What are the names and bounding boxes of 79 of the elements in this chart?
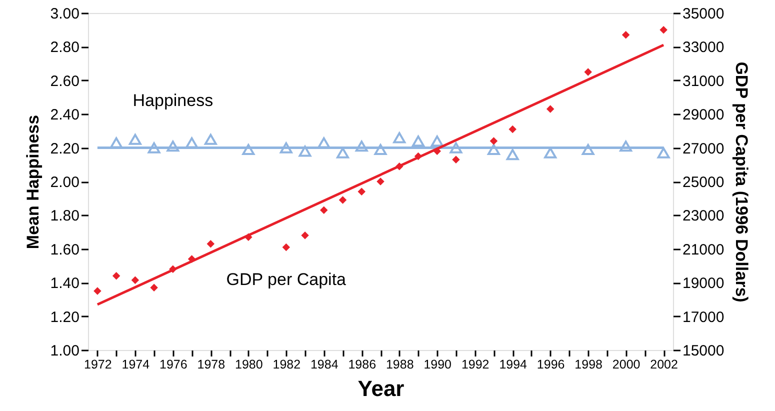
x-tick-label: 1974 <box>122 358 150 372</box>
point <box>508 125 516 134</box>
point <box>506 149 519 160</box>
point <box>452 156 460 164</box>
y2-tick-label: 15000 <box>682 342 724 360</box>
point <box>166 140 180 152</box>
x-tick-label: 1984 <box>310 358 338 372</box>
y-tick-label: 1.60 <box>50 241 80 258</box>
point <box>128 134 142 145</box>
x-tick-label: 1986 <box>348 358 376 372</box>
x-tick-label: 1982 <box>272 358 301 372</box>
x-tick-label: 1980 <box>234 358 263 372</box>
y-tick-label: 2.20 <box>50 140 80 158</box>
y-tick-label: 2.60 <box>50 72 80 90</box>
point <box>487 144 500 156</box>
point <box>582 144 594 156</box>
point <box>376 178 384 186</box>
y-tick-label: 2.80 <box>50 39 80 56</box>
point <box>374 144 387 156</box>
point <box>412 136 424 147</box>
point <box>358 188 366 196</box>
y2-tick-label: 31000 <box>682 72 724 90</box>
point <box>301 232 309 240</box>
point <box>430 136 444 147</box>
point <box>657 147 670 158</box>
x-tick-label: 1990 <box>424 358 452 372</box>
point <box>355 140 368 152</box>
point <box>338 196 347 204</box>
point <box>282 243 290 252</box>
y2-tick-label: 21000 <box>682 241 724 258</box>
y-tick-label: 1.40 <box>50 275 80 292</box>
x-tick-label: 1976 <box>160 358 188 372</box>
y2-tick-label: 29000 <box>682 106 724 124</box>
x-tick-label: 2002 <box>650 358 678 372</box>
point <box>298 146 312 157</box>
point <box>94 287 102 295</box>
x-tick-label: 2000 <box>612 358 640 372</box>
point <box>584 68 592 76</box>
point <box>148 142 160 154</box>
point <box>490 137 498 145</box>
point <box>280 142 292 154</box>
point <box>393 132 406 144</box>
y-axis-title: Mean Happiness <box>23 114 42 250</box>
point <box>242 144 255 156</box>
y2-tick-label: 35000 <box>682 6 724 22</box>
point <box>204 134 217 145</box>
series-label: Happiness <box>132 91 214 110</box>
y2-tick-label: 19000 <box>682 275 724 292</box>
point <box>320 206 328 214</box>
point <box>620 140 632 152</box>
y-tick-label: 2.00 <box>50 174 80 191</box>
point <box>622 31 630 39</box>
y-tick-label: 3.00 <box>50 6 80 22</box>
y2-tick-label: 27000 <box>682 140 724 158</box>
point <box>660 26 668 34</box>
y2-tick-label: 23000 <box>682 208 724 225</box>
point <box>450 142 462 154</box>
x-tick-label: 1988 <box>386 358 414 372</box>
point <box>131 276 140 284</box>
point <box>112 272 120 280</box>
point <box>546 105 554 113</box>
y-tick-label: 1.80 <box>50 208 80 225</box>
x-tick-label: 1978 <box>197 358 226 372</box>
y2-tick-label: 17000 <box>682 308 724 326</box>
point <box>150 284 158 292</box>
y-tick-label: 1.00 <box>50 342 80 360</box>
x-tick-label: 1992 <box>461 358 490 372</box>
y-tick-label: 2.40 <box>50 106 80 124</box>
x-tick-label: 1994 <box>499 358 528 372</box>
y2-tick-label: 33000 <box>682 39 724 56</box>
x-axis-title: Year <box>358 376 405 401</box>
x-tick-label: 1972 <box>84 358 112 372</box>
y-tick-label: 1.20 <box>50 308 80 326</box>
x-tick-label: 1998 <box>574 358 603 372</box>
series-label: GDP per Capita <box>226 270 347 290</box>
point <box>206 240 215 248</box>
y2-axis-title: GDP per Capita (1996 Dollars) <box>732 62 752 302</box>
x-tick-label: 1996 <box>536 358 565 372</box>
y2-tick-label: 25000 <box>682 174 724 191</box>
